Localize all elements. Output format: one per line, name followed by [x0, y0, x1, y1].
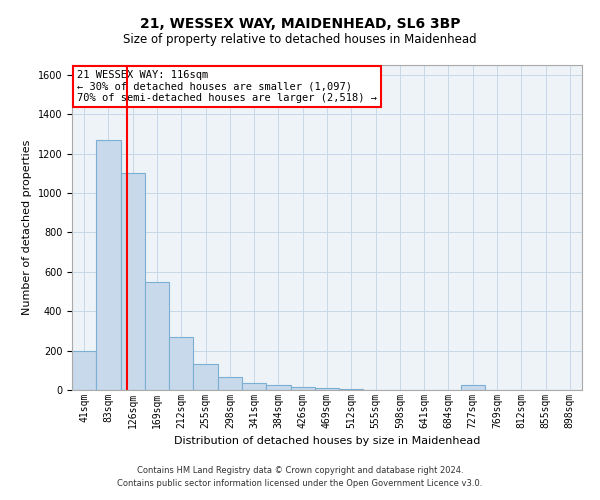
Text: 21 WESSEX WAY: 116sqm
← 30% of detached houses are smaller (1,097)
70% of semi-d: 21 WESSEX WAY: 116sqm ← 30% of detached … — [77, 70, 377, 103]
Bar — [242, 383, 266, 390]
Bar — [339, 389, 364, 390]
Bar — [315, 388, 339, 390]
Bar — [290, 387, 315, 390]
Y-axis label: Number of detached properties: Number of detached properties — [22, 140, 32, 315]
Bar — [72, 351, 96, 390]
Bar — [218, 377, 242, 390]
Text: Size of property relative to detached houses in Maidenhead: Size of property relative to detached ho… — [123, 32, 477, 46]
Bar — [169, 337, 193, 390]
Bar — [461, 385, 485, 390]
X-axis label: Distribution of detached houses by size in Maidenhead: Distribution of detached houses by size … — [174, 436, 480, 446]
Bar — [266, 385, 290, 390]
Text: 21, WESSEX WAY, MAIDENHEAD, SL6 3BP: 21, WESSEX WAY, MAIDENHEAD, SL6 3BP — [140, 18, 460, 32]
Bar — [193, 364, 218, 390]
Bar — [96, 140, 121, 390]
Text: Contains HM Land Registry data © Crown copyright and database right 2024.
Contai: Contains HM Land Registry data © Crown c… — [118, 466, 482, 487]
Bar — [121, 174, 145, 390]
Bar — [145, 282, 169, 390]
